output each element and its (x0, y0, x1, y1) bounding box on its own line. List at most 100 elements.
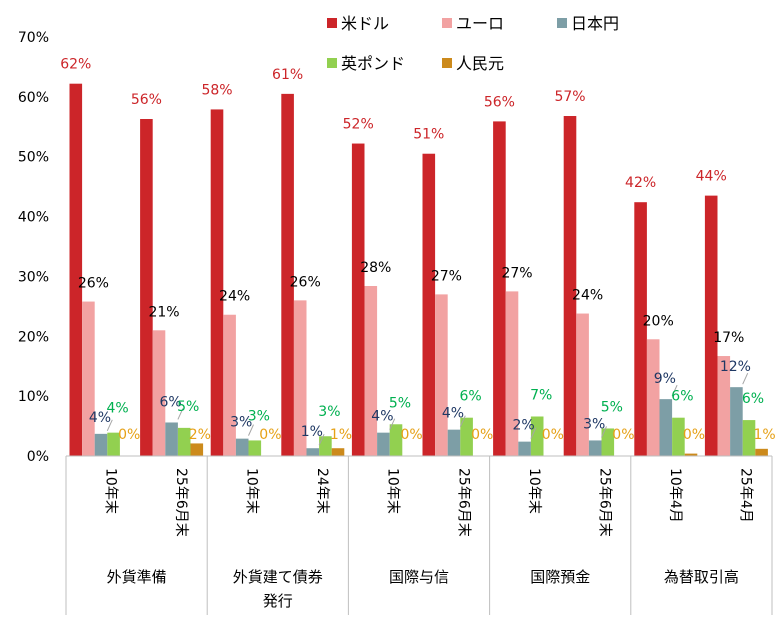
bar (505, 291, 519, 456)
bar (223, 314, 236, 456)
data-label: 6% (742, 391, 764, 407)
bar (190, 443, 204, 456)
bar (351, 143, 365, 456)
bar (755, 448, 768, 456)
bar (742, 420, 756, 456)
y-tick-label: 40% (18, 210, 49, 226)
data-label: 6% (159, 394, 181, 410)
group-label: 国際与信 (389, 568, 449, 586)
bar (377, 432, 390, 456)
bar (235, 438, 249, 456)
y-axis: 0% 10% 20% 30% 40% 50% 60% 70% (18, 30, 49, 465)
legend-label: 日本円 (571, 14, 619, 33)
data-label: 0% (471, 427, 493, 443)
leader-line (248, 424, 254, 436)
data-label: 5% (389, 395, 411, 411)
category-label: 10年末 (385, 468, 401, 514)
bar (672, 417, 685, 456)
data-label: 0% (542, 427, 564, 443)
bar (422, 153, 436, 456)
leader-line (106, 419, 113, 432)
data-label: 0% (259, 427, 281, 443)
bar (493, 121, 506, 457)
group-label: 為替取引高 (664, 568, 739, 586)
data-label: 0% (400, 427, 422, 443)
category-label: 25年6月末 (173, 468, 189, 537)
bar (684, 453, 698, 456)
data-label: 5% (601, 399, 623, 415)
data-label: 62% (60, 57, 91, 73)
y-tick-label: 0% (27, 449, 49, 465)
data-label: 27% (431, 268, 462, 284)
bar (518, 441, 531, 456)
bar (177, 427, 191, 456)
data-label: 1% (330, 427, 352, 443)
bar (704, 195, 718, 456)
data-label: 44% (696, 169, 727, 185)
data-label: 6% (671, 389, 693, 405)
y-tick-label: 10% (18, 389, 49, 405)
leader-line (530, 427, 537, 439)
bar (107, 432, 120, 456)
data-label: 12% (720, 359, 751, 375)
data-label: 4% (371, 409, 393, 425)
data-label: 52% (343, 117, 374, 133)
data-label: 42% (625, 175, 656, 191)
legend-swatch (442, 58, 452, 68)
leader-line (177, 408, 184, 420)
category-label: 24年末 (314, 468, 330, 514)
data-label: 3% (583, 416, 605, 432)
label-leader-lines (106, 372, 749, 446)
category-label: 10年末 (526, 468, 542, 514)
bar (281, 93, 294, 456)
legend-swatch (327, 58, 337, 68)
data-label: 0% (612, 427, 634, 443)
data-label: 56% (131, 92, 162, 108)
leader-line (318, 434, 325, 446)
data-label: 24% (219, 289, 250, 305)
data-label: 26% (78, 276, 109, 292)
category-label: 10年4月 (667, 468, 683, 523)
bars (69, 83, 768, 457)
data-label: 3% (230, 415, 252, 431)
bar (293, 300, 307, 456)
y-tick-label: 30% (18, 269, 49, 285)
bar (563, 116, 577, 457)
bar (82, 301, 95, 456)
bar (94, 433, 108, 456)
bar (576, 313, 589, 456)
legend-swatch (557, 18, 567, 28)
bar (248, 440, 262, 456)
data-label: 0% (683, 427, 705, 443)
data-label: 4% (89, 410, 111, 426)
leader-line (742, 372, 749, 385)
y-tick-label: 70% (18, 30, 49, 46)
data-label: 58% (201, 82, 232, 98)
bar (447, 429, 461, 456)
data-label: 20% (643, 313, 674, 329)
bar (588, 440, 602, 456)
bar (389, 424, 403, 456)
bar (165, 422, 178, 456)
bar (331, 448, 345, 456)
data-label: 5% (177, 399, 199, 415)
data-label: 21% (148, 304, 179, 320)
data-label: 61% (272, 67, 303, 83)
data-label: 3% (248, 408, 270, 424)
bar (364, 286, 378, 456)
bar (306, 448, 320, 456)
legend-label: 英ポンド (341, 54, 405, 73)
data-label: 1% (301, 424, 323, 440)
bar (435, 294, 448, 456)
bar (634, 202, 647, 456)
leader-line (671, 384, 678, 397)
category-label: 25年6月末 (455, 468, 471, 537)
x-axis: 10年末 25年6月末 10年末 24年末 10年末 25年6月末 10年末 25年6月末 10… (65, 455, 773, 615)
bar (530, 416, 544, 456)
bar (69, 83, 83, 456)
data-label: 2% (189, 427, 211, 443)
bar (730, 387, 743, 456)
data-label: 57% (554, 89, 585, 105)
data-label: 3% (318, 404, 340, 420)
